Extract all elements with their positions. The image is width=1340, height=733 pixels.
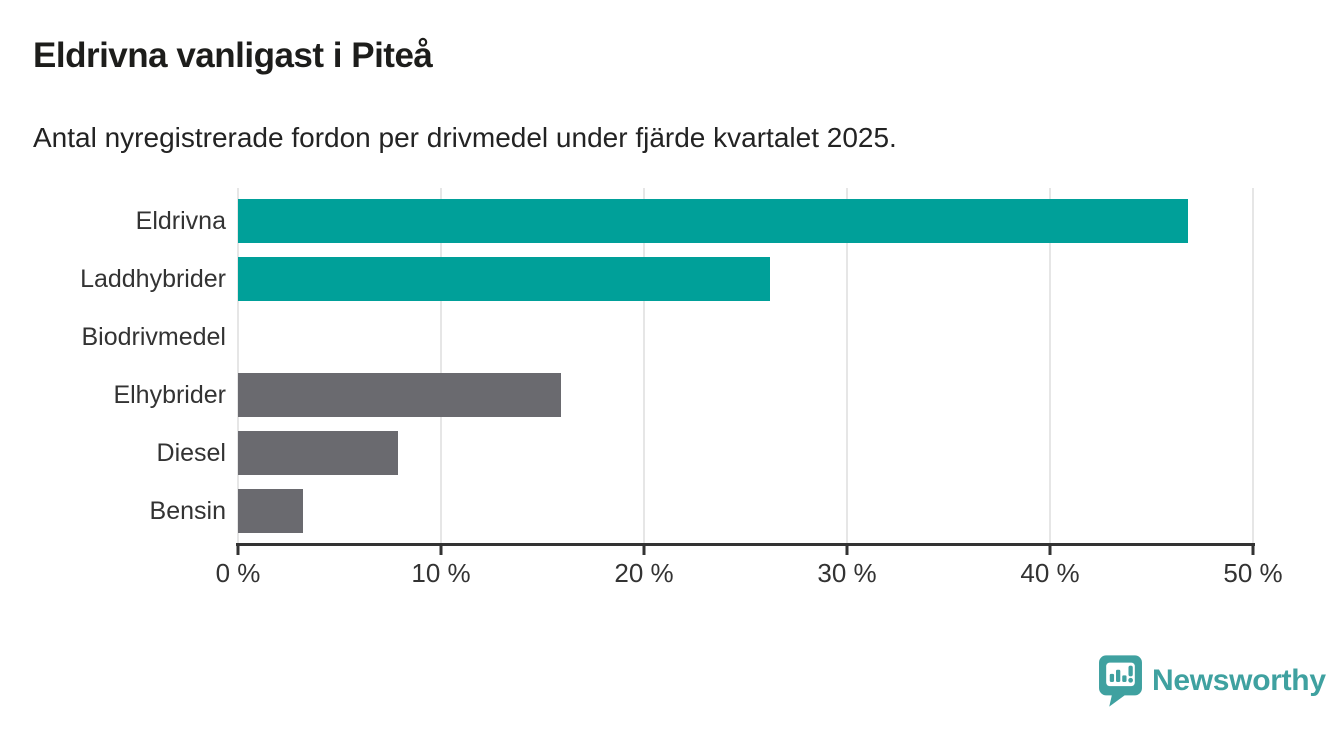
gridline-30 xyxy=(846,188,848,543)
bar-bensin xyxy=(238,489,303,533)
tick-label-0: 0 % xyxy=(215,558,261,588)
gridline-40 xyxy=(1049,188,1051,543)
tick-label-10: 10 % xyxy=(411,558,471,588)
x-axis-line xyxy=(236,543,1255,546)
category-label-elhybrider: Elhybrider xyxy=(113,381,226,409)
x-axis-ticks: 0 % 10 % 20 % 30 % 40 % 50 % xyxy=(216,546,1283,594)
bar-laddhybrider xyxy=(238,257,770,301)
brand-logo: Newsworthy xyxy=(1098,654,1326,708)
tick-label-30: 30 % xyxy=(817,558,877,588)
bar-eldrivna xyxy=(238,199,1189,243)
bar-elhybrider xyxy=(238,373,561,417)
category-label-bensin: Bensin xyxy=(149,497,226,525)
tick-mark-40 xyxy=(1048,546,1052,555)
newsworthy-bubble-chart-icon xyxy=(1098,654,1143,708)
category-axis-labels: Eldrivna Laddhybrider Biodrivmedel Elhybrid… xyxy=(0,188,226,543)
chart-subtitle: Antal nyregistrerade fordon per drivmede… xyxy=(33,122,897,153)
category-label-biodrivmedel: Biodrivmedel xyxy=(81,323,226,351)
tick-mark-0 xyxy=(236,546,240,555)
gridline-0 xyxy=(237,188,239,543)
category-label-diesel: Diesel xyxy=(156,439,226,467)
gridline-20 xyxy=(643,188,645,543)
tick-mark-50 xyxy=(1251,546,1255,555)
tick-label-50: 50 % xyxy=(1223,558,1283,588)
bar-diesel xyxy=(238,431,399,475)
plot-area xyxy=(237,188,1254,543)
tick-label-40: 40 % xyxy=(1020,558,1080,588)
brand-name: Newsworthy xyxy=(1152,664,1326,697)
gridline-10 xyxy=(440,188,442,543)
tick-mark-20 xyxy=(642,546,646,555)
gridline-50 xyxy=(1252,188,1254,543)
page-title: Eldrivna vanligast i Piteå xyxy=(33,36,433,75)
tick-mark-30 xyxy=(845,546,849,555)
tick-mark-10 xyxy=(439,546,443,555)
category-label-laddhybrider: Laddhybrider xyxy=(80,265,226,293)
category-label-eldrivna: Eldrivna xyxy=(135,207,226,235)
tick-label-20: 20 % xyxy=(614,558,674,588)
